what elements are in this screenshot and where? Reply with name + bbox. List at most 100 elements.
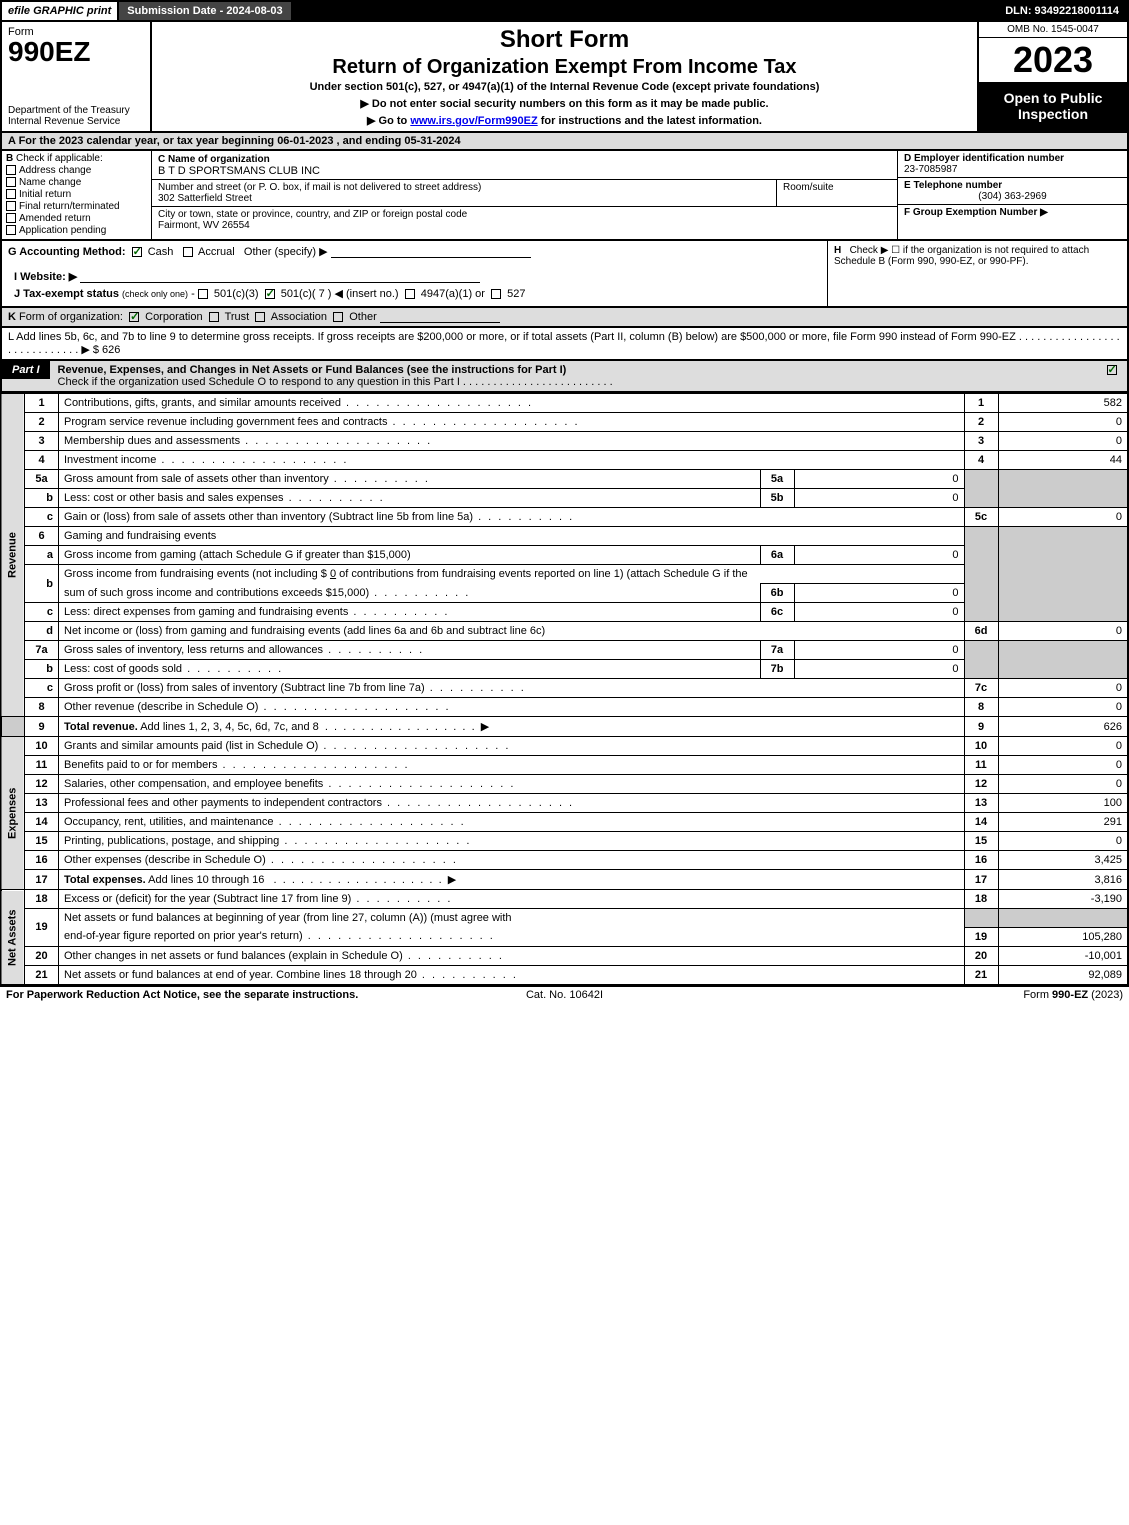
part1-check[interactable] xyxy=(1099,361,1127,376)
k-other-fill[interactable] xyxy=(380,311,500,323)
irs-link[interactable]: www.irs.gov/Form990EZ xyxy=(410,115,537,127)
omb-number: OMB No. 1545-0047 xyxy=(979,22,1127,38)
page-footer: For Paperwork Reduction Act Notice, see … xyxy=(0,986,1129,1003)
footer-paperwork: For Paperwork Reduction Act Notice, see … xyxy=(6,989,378,1001)
subtitle: Under section 501(c), 527, or 4947(a)(1)… xyxy=(162,81,967,93)
table-row: 15 Printing, publications, postage, and … xyxy=(1,832,1128,851)
table-row: c Gain or (loss) from sale of assets oth… xyxy=(1,508,1128,527)
line-desc: Salaries, other compensation, and employ… xyxy=(59,775,965,794)
ein-value: 23-7085987 xyxy=(904,164,957,175)
g-other: Other (specify) ▶ xyxy=(244,246,328,258)
table-row: 6 Gaming and fundraising events xyxy=(1,527,1128,546)
line-desc: Less: cost of goods sold xyxy=(59,660,761,679)
line-num: d xyxy=(25,622,59,641)
line-desc: Gaming and fundraising events xyxy=(59,527,965,546)
top-bar: efile GRAPHIC print Submission Date - 20… xyxy=(0,0,1129,22)
table-row: 2 Program service revenue including gove… xyxy=(1,413,1128,432)
name-label: Name of organization xyxy=(168,154,270,165)
line-desc: Investment income xyxy=(59,451,965,470)
cb-label: Amended return xyxy=(19,213,91,224)
line-num: 10 xyxy=(25,737,59,756)
line-desc: Other changes in net assets or fund bala… xyxy=(59,946,965,965)
line-num: 9 xyxy=(25,717,59,737)
table-row: Net Assets 18 Excess or (deficit) for th… xyxy=(1,890,1128,909)
sub-num: 7a xyxy=(760,641,794,660)
l-gross-receipts: L Add lines 5b, 6c, and 7b to line 9 to … xyxy=(0,328,1129,361)
table-row: 8 Other revenue (describe in Schedule O)… xyxy=(1,698,1128,717)
line-num: 20 xyxy=(25,946,59,965)
checkbox-icon[interactable] xyxy=(405,289,415,299)
table-row: c Less: direct expenses from gaming and … xyxy=(1,603,1128,622)
cb-initial-return[interactable]: Initial return xyxy=(6,189,147,200)
city-value: Fairmont, WV 26554 xyxy=(158,220,250,231)
gh-row: G Accounting Method: Cash Accrual Other … xyxy=(0,241,1129,308)
instr-ssn: ▶ Do not enter social security numbers o… xyxy=(162,97,967,110)
checkbox-icon xyxy=(6,213,16,223)
grey-cell xyxy=(998,641,1128,679)
col-val: 3,425 xyxy=(998,851,1128,870)
checkbox-icon[interactable] xyxy=(255,312,265,322)
col-num: 21 xyxy=(964,965,998,985)
checkbox-icon[interactable] xyxy=(491,289,501,299)
col-num: 6d xyxy=(964,622,998,641)
table-row: Revenue 1 Contributions, gifts, grants, … xyxy=(1,394,1128,413)
checkbox-icon[interactable] xyxy=(198,289,208,299)
cb-application-pending[interactable]: Application pending xyxy=(6,225,147,236)
cb-label: Address change xyxy=(19,165,91,176)
city-label: City or town, state or province, country… xyxy=(158,209,467,220)
table-row: b Less: cost of goods sold 7b 0 xyxy=(1,660,1128,679)
line-desc: sum of such gross income and contributio… xyxy=(59,584,761,603)
line-num: 1 xyxy=(25,394,59,413)
line-num: 19 xyxy=(25,909,59,947)
org-name-box: C Name of organization B T D SPORTSMANS … xyxy=(152,151,897,180)
e-box: E Telephone number (304) 363-2969 xyxy=(898,178,1127,205)
header-right: OMB No. 1545-0047 2023 Open to Public In… xyxy=(977,22,1127,131)
line-desc: Membership dues and assessments xyxy=(59,432,965,451)
line-desc: Printing, publications, postage, and shi… xyxy=(59,832,965,851)
e-label: E Telephone number xyxy=(904,180,1002,191)
row-a-tax-year: A For the 2023 calendar year, or tax yea… xyxy=(0,133,1129,151)
checkbox-icon[interactable] xyxy=(129,312,139,322)
submission-date: Submission Date - 2024-08-03 xyxy=(119,2,292,20)
line-num: c xyxy=(25,508,59,527)
table-row: 19 Net assets or fund balances at beginn… xyxy=(1,909,1128,928)
line-desc: Gross profit or (loss) from sales of inv… xyxy=(59,679,965,698)
table-row: 11 Benefits paid to or for members 11 0 xyxy=(1,756,1128,775)
checkbox-icon[interactable] xyxy=(132,247,142,257)
line-desc: Program service revenue including govern… xyxy=(59,413,965,432)
table-row: 16 Other expenses (describe in Schedule … xyxy=(1,851,1128,870)
efile-print[interactable]: efile GRAPHIC print xyxy=(2,2,119,20)
sub-val: 0 xyxy=(794,660,964,679)
g-other-fill[interactable] xyxy=(331,246,531,258)
col-val: 0 xyxy=(998,698,1128,717)
sub-val: 0 xyxy=(794,641,964,660)
lines-table: Revenue 1 Contributions, gifts, grants, … xyxy=(0,393,1129,986)
expenses-label: Expenses xyxy=(1,737,25,890)
cb-name-change[interactable]: Name change xyxy=(6,177,147,188)
line-num: a xyxy=(25,546,59,565)
line-desc: Gain or (loss) from sale of assets other… xyxy=(59,508,965,527)
col-val: 0 xyxy=(998,679,1128,698)
instr2-pre: ▶ Go to xyxy=(367,115,410,127)
line-num: 2 xyxy=(25,413,59,432)
col-val: 0 xyxy=(998,508,1128,527)
checkbox-icon[interactable] xyxy=(209,312,219,322)
checkbox-icon[interactable] xyxy=(265,289,275,299)
line-num: 7a xyxy=(25,641,59,660)
cb-address-change[interactable]: Address change xyxy=(6,165,147,176)
part1-badge: Part I xyxy=(2,361,50,379)
cb-final-return[interactable]: Final return/terminated xyxy=(6,201,147,212)
checkbox-icon[interactable] xyxy=(333,312,343,322)
cb-amended-return[interactable]: Amended return xyxy=(6,213,147,224)
form-header: Form 990EZ Department of the Treasury In… xyxy=(0,22,1129,133)
checkbox-icon[interactable] xyxy=(183,247,193,257)
table-row: c Gross profit or (loss) from sales of i… xyxy=(1,679,1128,698)
line-num: 12 xyxy=(25,775,59,794)
g-accounting: G Accounting Method: Cash Accrual Other … xyxy=(2,241,827,306)
col-num: 5c xyxy=(964,508,998,527)
section-c: C Name of organization B T D SPORTSMANS … xyxy=(152,151,897,239)
cb-label: Initial return xyxy=(19,189,71,200)
table-row: 17 Total expenses. Add lines 10 through … xyxy=(1,870,1128,890)
website-fill[interactable] xyxy=(80,271,480,283)
line-desc: Grants and similar amounts paid (list in… xyxy=(59,737,965,756)
